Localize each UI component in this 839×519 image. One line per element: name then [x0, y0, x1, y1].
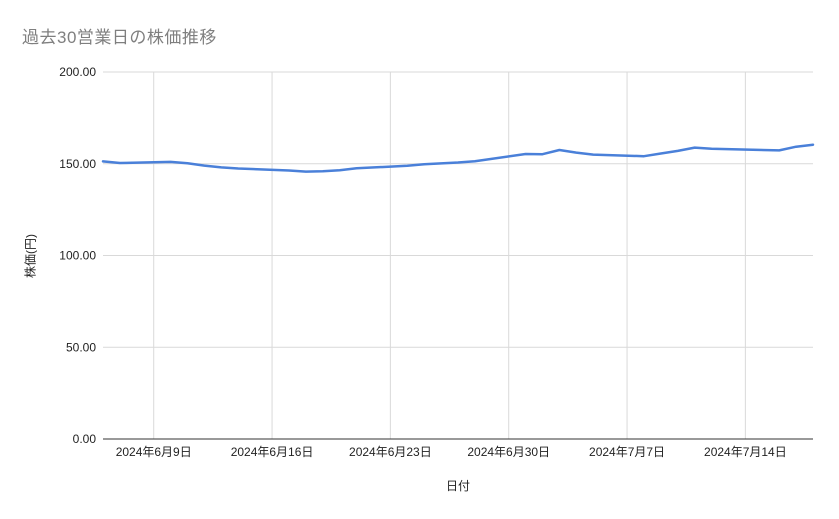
x-tick-label: 2024年7月7日 — [589, 445, 665, 459]
x-tick-label: 2024年6月30日 — [467, 445, 550, 459]
chart-title: 過去30営業日の株価推移 — [22, 28, 217, 47]
y-tick-label: 200.00 — [59, 65, 96, 79]
x-tick-label: 2024年7月14日 — [704, 445, 787, 459]
y-tick-label: 100.00 — [59, 249, 96, 263]
stock-price-series-line — [101, 143, 815, 173]
x-tick-label: 2024年6月9日 — [116, 445, 192, 459]
y-tick-label: 0.00 — [73, 432, 97, 446]
y-tick-label: 50.00 — [66, 340, 96, 354]
y-axis-title: 株価(円) — [23, 234, 38, 278]
x-tick-label: 2024年6月16日 — [231, 445, 314, 459]
x-axis-title: 日付 — [445, 479, 471, 493]
x-tick-label: 2024年6月23日 — [349, 445, 432, 459]
y-tick-label: 150.00 — [59, 157, 96, 171]
